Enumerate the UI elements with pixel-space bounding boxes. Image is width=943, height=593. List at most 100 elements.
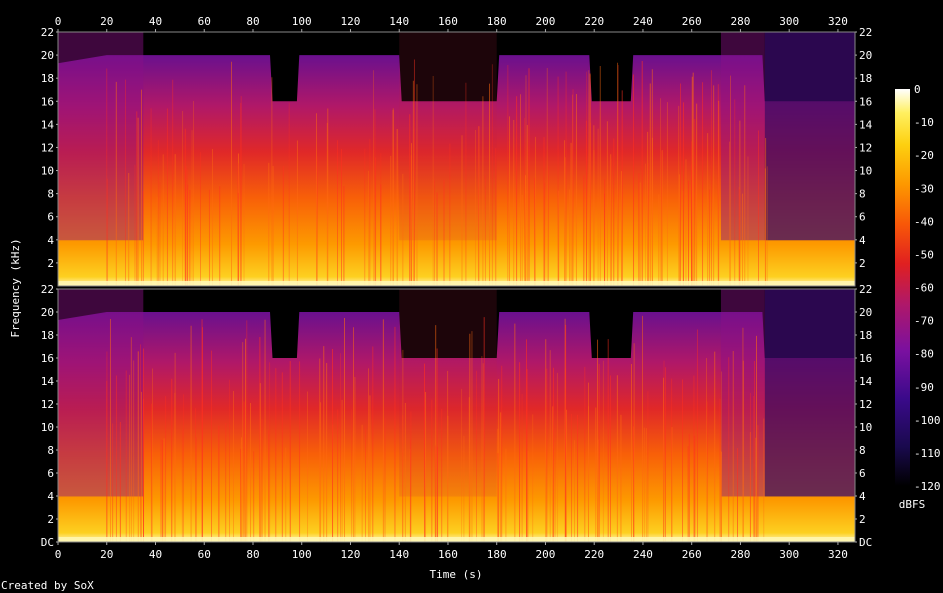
y-tick-label-left: 2	[47, 257, 54, 270]
y-tick-label-right: 10	[859, 165, 872, 178]
colorbar-tick-label: -80	[914, 348, 934, 361]
x-tick-label-top: 280	[731, 15, 751, 28]
colorbar-tick-label: 0	[914, 83, 921, 96]
x-tick-label-top: 160	[438, 15, 458, 28]
y-tick-label-right: 18	[859, 329, 872, 342]
y-tick-label-left: 20	[41, 306, 54, 319]
x-tick-label-bottom: 180	[487, 548, 507, 561]
spectral-content	[58, 55, 855, 286]
low-frequency-band	[58, 281, 855, 286]
colorbar-tick-label: -40	[914, 215, 934, 228]
x-tick-label-bottom: 280	[731, 548, 751, 561]
x-tick-label-bottom: 220	[584, 548, 604, 561]
credit-text: Created by SoX	[1, 579, 94, 592]
x-tick-label-top: 260	[682, 15, 702, 28]
y-tick-label-right: 16	[859, 95, 872, 108]
loudness-segment	[764, 289, 855, 497]
y-axis-label: Frequency (kHz)	[9, 238, 22, 337]
colorbar-tick-label: -60	[914, 282, 934, 295]
x-tick-label-bottom: 80	[246, 548, 259, 561]
x-tick-label-top: 140	[389, 15, 409, 28]
colorbar-tick-label: -70	[914, 315, 934, 328]
x-tick-label-top: 40	[149, 15, 162, 28]
y-tick-label-left: 6	[47, 467, 54, 480]
y-tick-label-left: 8	[47, 188, 54, 201]
colorbar-ticks: 0 -10 -20 -30 -40 -50 -60 -70 -80 -90 -100 -110 -120	[914, 83, 941, 493]
colorbar-tick-label: -100	[914, 414, 941, 427]
colorbar-tick-label: -20	[914, 149, 934, 162]
x-tick-label-top: 80	[246, 15, 259, 28]
x-tick-label-bottom: 0	[55, 548, 62, 561]
colorbar-tick-label: -50	[914, 248, 934, 261]
y-tick-label-left: 8	[47, 444, 54, 457]
y-tick-label-right: 8	[859, 188, 866, 201]
y-tick-label-right: 4	[859, 490, 866, 503]
colorbar-tick-label: -90	[914, 381, 934, 394]
y-tick-label-left: 4	[47, 490, 54, 503]
x-tick-label-bottom: 40	[149, 548, 162, 561]
x-tick-label-top: 320	[828, 15, 848, 28]
low-frequency-band	[58, 537, 855, 542]
y-tick-label-right: 6	[859, 211, 866, 224]
y-tick-label-left: 22	[41, 283, 54, 296]
y-tick-label-right: 16	[859, 352, 872, 365]
spectrogram-panels	[57, 31, 856, 543]
transient-streaks	[106, 59, 768, 286]
y-tick-label-right: 2	[859, 513, 866, 526]
y-tick-label-left: DC	[41, 536, 54, 549]
y-tick-label-left: 10	[41, 421, 54, 434]
y-tick-label-right: 22	[859, 283, 872, 296]
spectral-content	[58, 312, 855, 542]
y-tick-label-left: 6	[47, 211, 54, 224]
y-tick-label-right: 10	[859, 421, 872, 434]
loudness-segment	[58, 289, 144, 497]
y-tick-label-right: 12	[859, 398, 872, 411]
x-tick-label-top: 0	[55, 15, 62, 28]
y-tick-label-left: 10	[41, 165, 54, 178]
loudness-segment	[764, 32, 855, 241]
y-tick-label-right: 2	[859, 257, 866, 270]
y-tick-label-right: 4	[859, 234, 866, 247]
x-tick-label-bottom: 60	[198, 548, 211, 561]
colorbar-tick-label: -110	[914, 447, 941, 460]
y-tick-label-left: 16	[41, 95, 54, 108]
x-tick-label-top: 200	[536, 15, 556, 28]
colorbar-tick-label: -30	[914, 182, 934, 195]
x-tick-label-top: 180	[487, 15, 507, 28]
x-tick-label-top: 60	[198, 15, 211, 28]
colorbar-tick-label: -120	[914, 480, 941, 493]
channel-panel-2	[57, 288, 856, 543]
x-tick-label-bottom: 240	[633, 548, 653, 561]
x-tick-label-top: 100	[292, 15, 312, 28]
y-tick-label-left: 18	[41, 329, 54, 342]
x-tick-label-bottom: 120	[341, 548, 361, 561]
panel-frame	[57, 31, 856, 287]
x-axis-label: Time (s)	[430, 568, 483, 581]
loudness-segment	[58, 32, 144, 241]
y-tick-label-left: 18	[41, 72, 54, 85]
colorbar	[895, 89, 910, 486]
y-tick-label-left: 12	[41, 141, 54, 154]
x-tick-label-bottom: 100	[292, 548, 312, 561]
x-tick-label-top: 240	[633, 15, 653, 28]
y-tick-label-right: DC	[859, 536, 872, 549]
x-tick-label-bottom: 140	[389, 548, 409, 561]
y-tick-label-right: 20	[859, 49, 872, 62]
x-tick-label-top: 220	[584, 15, 604, 28]
x-tick-label-bottom: 160	[438, 548, 458, 561]
y-tick-label-left: 14	[41, 375, 55, 388]
colorbar-label: dBFS	[899, 498, 926, 511]
x-tick-label-bottom: 300	[779, 548, 799, 561]
y-tick-label-right: 6	[859, 467, 866, 480]
y-tick-label-left: 16	[41, 352, 54, 365]
x-tick-label-bottom: 20	[100, 548, 113, 561]
y-tick-label-right: 18	[859, 72, 872, 85]
y-tick-label-right: 8	[859, 444, 866, 457]
loudness-segment	[720, 32, 765, 241]
y-tick-label-left: 2	[47, 513, 54, 526]
channel-panel-1	[57, 31, 856, 287]
y-tick-label-right: 20	[859, 306, 872, 319]
y-tick-label-right: 12	[859, 141, 872, 154]
y-tick-label-left: 12	[41, 398, 54, 411]
